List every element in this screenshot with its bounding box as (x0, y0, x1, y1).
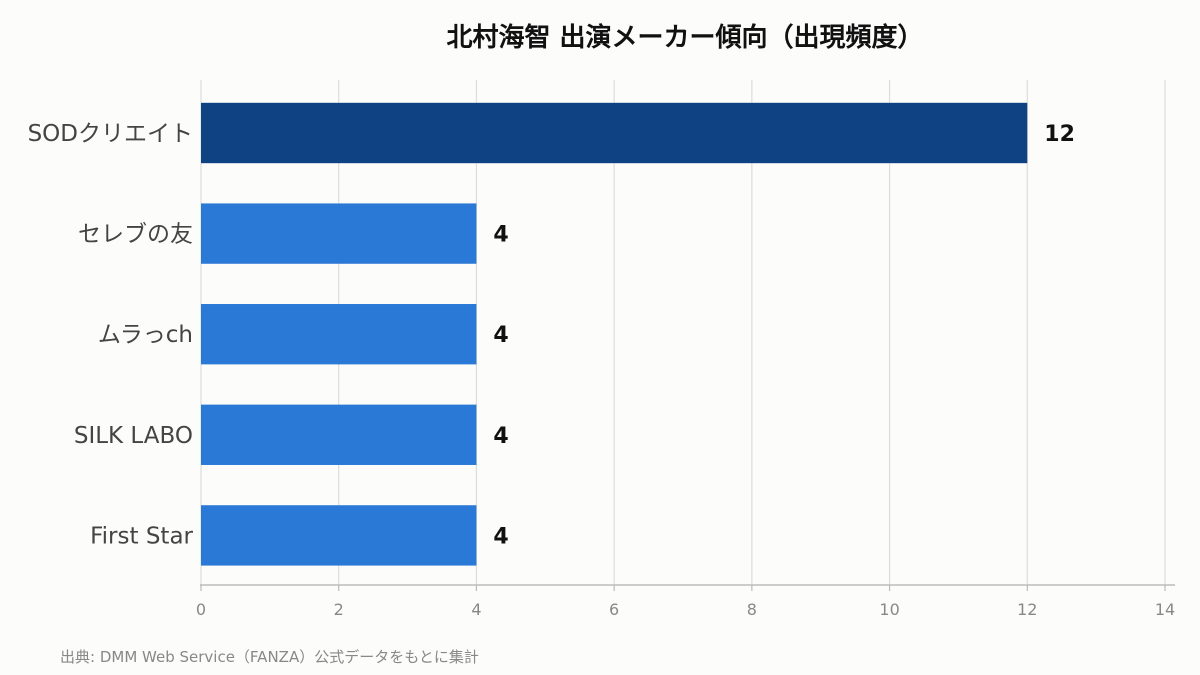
data-label: 4 (493, 424, 508, 449)
data-label: 12 (1044, 122, 1075, 147)
data-label: 4 (493, 524, 508, 549)
x-tick-label: 2 (334, 600, 344, 619)
category-label: ムラっch (98, 322, 193, 348)
bar (201, 404, 477, 465)
bars (201, 102, 1028, 566)
x-tick-label: 14 (1155, 600, 1175, 619)
bar (201, 203, 477, 264)
x-tick-label: 6 (609, 600, 619, 619)
x-tick-label: 4 (471, 600, 481, 619)
source-note: 出典: DMM Web Service（FANZA）公式データをもとに集計 (60, 648, 479, 666)
data-label: 4 (493, 223, 508, 248)
value-labels: 12 4 4 4 4 (493, 122, 1074, 549)
category-label: SODクリエイト (28, 121, 193, 147)
bar (201, 505, 477, 566)
bar (201, 102, 1028, 164)
x-tick-label: 0 (196, 600, 206, 619)
x-axis-ticks: 0 2 4 6 8 10 12 14 (196, 585, 1175, 619)
category-label: SILK LABO (74, 423, 193, 449)
chart-title: 北村海智 出演メーカー傾向（出現頻度） (446, 22, 923, 53)
data-label: 4 (493, 323, 508, 348)
category-label: First Star (90, 523, 193, 549)
x-tick-label: 10 (879, 600, 899, 619)
category-label: セレブの友 (78, 222, 193, 248)
x-tick-label: 12 (1017, 600, 1037, 619)
bar (201, 304, 477, 365)
x-tick-label: 8 (747, 600, 757, 619)
